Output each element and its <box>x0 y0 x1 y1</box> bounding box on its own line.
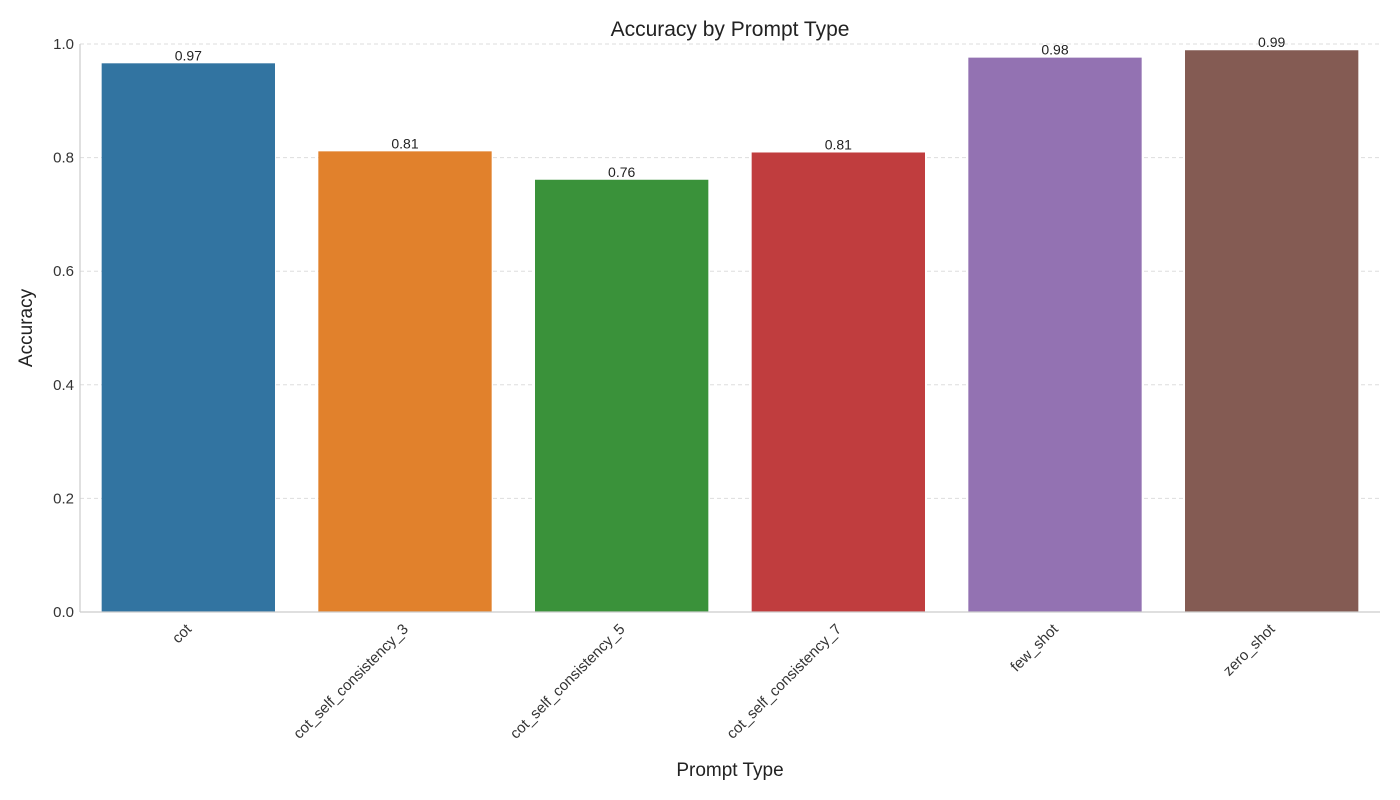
y-tick-label: 0.4 <box>53 377 74 394</box>
data-labels: 0.97 0.81 0.76 0.81 0.98 0.99 <box>175 34 1286 180</box>
bar-value-label: 0.76 <box>608 164 635 180</box>
bar-value-label: 0.81 <box>391 135 418 151</box>
bar-cot-self-consistency-7 <box>751 152 925 612</box>
x-tick-label: cot_self_consistency_5 <box>507 621 629 743</box>
bar-value-label: 0.81 <box>825 136 852 152</box>
y-tick-labels: 0.0 0.2 0.4 0.6 0.8 1.0 <box>53 36 74 621</box>
bar-value-label: 0.99 <box>1258 34 1285 50</box>
y-tick-label: 1.0 <box>53 36 74 53</box>
x-tick-label: few_shot <box>1007 620 1062 675</box>
y-tick-label: 0.2 <box>53 490 74 507</box>
bars <box>101 50 1359 613</box>
bar-zero-shot <box>1185 50 1359 613</box>
y-tick-label: 0.6 <box>53 263 74 280</box>
bar-few-shot <box>968 57 1142 612</box>
x-axis-title: Prompt Type <box>676 760 783 781</box>
x-tick-label: cot <box>169 620 196 647</box>
x-tick-label: cot_self_consistency_3 <box>290 621 412 743</box>
axes <box>79 44 1380 613</box>
y-tick-label: 0.0 <box>53 604 74 621</box>
x-tick-label: cot_self_consistency_7 <box>723 621 845 743</box>
chart-title: Accuracy by Prompt Type <box>611 18 850 41</box>
x-tick-labels: cot cot_self_consistency_3 cot_self_consis… <box>169 620 1279 742</box>
y-axis-title: Accuracy <box>16 288 37 367</box>
bar-cot-self-consistency-5 <box>535 179 709 612</box>
x-tick-label: zero_shot <box>1220 620 1279 679</box>
bar-value-label: 0.98 <box>1041 42 1068 58</box>
y-tick-label: 0.8 <box>53 150 74 167</box>
bar-value-label: 0.97 <box>175 47 202 63</box>
bar-cot <box>101 63 276 612</box>
bar-cot-self-consistency-3 <box>318 151 492 613</box>
